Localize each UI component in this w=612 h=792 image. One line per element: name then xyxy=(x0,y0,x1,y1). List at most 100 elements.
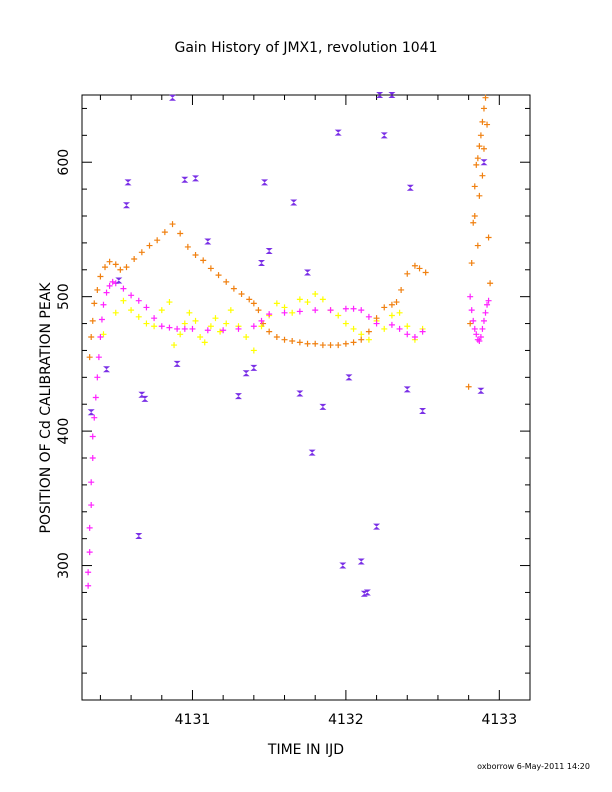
data-point xyxy=(350,325,357,332)
footer-stamp: oxborrow 6-May-2011 14:20 xyxy=(477,762,590,771)
data-point xyxy=(411,262,418,269)
data-point xyxy=(265,247,273,254)
data-point xyxy=(470,219,477,226)
data-point xyxy=(327,342,334,349)
data-point xyxy=(474,242,481,249)
data-point xyxy=(388,312,395,319)
data-point xyxy=(189,325,196,332)
data-point xyxy=(177,331,184,338)
data-point xyxy=(131,256,138,263)
data-point xyxy=(192,251,199,258)
data-point xyxy=(103,366,111,373)
data-point xyxy=(120,297,127,304)
data-point xyxy=(161,229,168,236)
data-point xyxy=(85,569,92,576)
data-point xyxy=(88,334,95,340)
data-point xyxy=(477,334,484,340)
data-point xyxy=(102,264,109,271)
data-point xyxy=(171,342,178,349)
data-point xyxy=(465,383,472,390)
data-point xyxy=(290,199,298,206)
data-point xyxy=(381,304,388,311)
data-point xyxy=(482,94,489,101)
data-point xyxy=(480,317,487,324)
data-point xyxy=(468,307,475,314)
data-point xyxy=(373,315,380,322)
data-point xyxy=(273,334,280,340)
data-point xyxy=(238,290,245,297)
data-point xyxy=(281,304,288,311)
data-point xyxy=(296,390,304,397)
data-point xyxy=(186,309,193,316)
data-point xyxy=(250,323,257,330)
data-point xyxy=(477,132,484,139)
data-point xyxy=(192,175,200,182)
data-point xyxy=(98,316,105,323)
data-point xyxy=(166,299,173,306)
data-point xyxy=(166,324,173,331)
y-axis-label: POSITION OF Cd CALIBRATION PEAK xyxy=(38,282,54,534)
data-point xyxy=(258,317,265,324)
data-point xyxy=(474,155,481,162)
data-point xyxy=(304,269,312,276)
data-point xyxy=(419,407,427,414)
data-point xyxy=(197,334,204,340)
data-point xyxy=(398,286,405,293)
data-point xyxy=(312,307,319,314)
data-point xyxy=(471,183,478,190)
data-point xyxy=(135,313,142,320)
data-point xyxy=(100,331,107,338)
data-point xyxy=(471,325,478,332)
data-point xyxy=(308,449,316,456)
plot-frame xyxy=(81,94,531,701)
data-point xyxy=(468,260,475,267)
data-point xyxy=(207,323,214,330)
x-tick-label: 4133 xyxy=(481,712,517,728)
data-point xyxy=(319,403,327,410)
data-point xyxy=(85,582,92,589)
data-point xyxy=(396,325,403,332)
data-point xyxy=(235,325,242,332)
data-point xyxy=(296,296,303,303)
data-point xyxy=(146,242,153,249)
data-point xyxy=(204,327,211,334)
data-point xyxy=(476,192,483,199)
data-point xyxy=(201,339,208,346)
data-point xyxy=(403,386,411,393)
data-point xyxy=(304,340,311,347)
data-point xyxy=(350,339,357,346)
data-point xyxy=(177,230,184,237)
data-point xyxy=(470,317,477,324)
data-point xyxy=(476,143,483,150)
data-point xyxy=(124,179,132,186)
data-point xyxy=(143,304,150,311)
data-point xyxy=(422,269,429,276)
data-point xyxy=(480,105,487,112)
data-point xyxy=(234,393,242,400)
data-point xyxy=(135,532,143,539)
data-point xyxy=(204,238,212,245)
data-point xyxy=(103,289,110,296)
data-point xyxy=(212,315,219,322)
data-point xyxy=(393,299,400,306)
data-point xyxy=(480,145,487,152)
data-point xyxy=(404,331,411,338)
data-point xyxy=(158,307,165,314)
data-point xyxy=(120,285,127,292)
data-point xyxy=(117,266,124,273)
data-point xyxy=(242,370,250,377)
data-point xyxy=(207,265,214,272)
data-point xyxy=(138,249,145,256)
data-point xyxy=(261,179,269,186)
data-point xyxy=(479,325,486,332)
data-point xyxy=(365,328,372,335)
data-point xyxy=(215,272,222,279)
data-point xyxy=(419,328,426,335)
x-axis-label: TIME IN IJD xyxy=(267,742,344,758)
data-point xyxy=(485,297,492,304)
data-point xyxy=(363,589,371,596)
data-point xyxy=(106,282,113,289)
data-point xyxy=(258,260,266,267)
data-point xyxy=(151,315,158,322)
data-point xyxy=(296,308,303,315)
